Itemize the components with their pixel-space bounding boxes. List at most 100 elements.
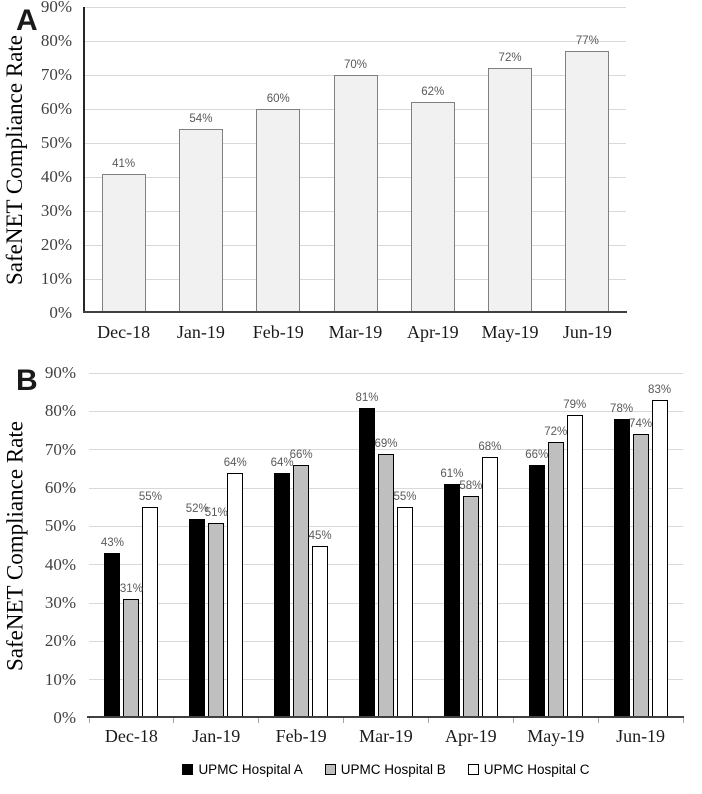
bar — [274, 472, 291, 718]
legend-label: UPMC Hospital B — [340, 761, 446, 777]
panel-b-plot-area: 43% 31% 55% 52% 51% 64% 64% 66% 45% 81% 69% 55% 61% 5… — [87, 372, 684, 723]
bar-value-label: 70% — [343, 59, 368, 71]
bar-value-label: 66% — [289, 449, 313, 461]
y-tick-label: 10% — [44, 669, 76, 689]
x-category-label: Dec-18 — [97, 322, 151, 342]
y-tick-label: 20% — [44, 631, 76, 651]
y-tick-label: 50% — [40, 133, 72, 152]
y-tick-label: 90% — [44, 363, 76, 382]
bar-value-label: 54% — [189, 113, 213, 126]
bar-value-label: 52% — [185, 502, 209, 515]
y-tick-label: 20% — [40, 235, 72, 254]
y-tick-label: 0% — [53, 708, 76, 727]
axis-tick — [343, 718, 345, 723]
y-tick-label: 10% — [40, 269, 72, 288]
bar — [208, 522, 225, 718]
bar-value-label: 41% — [112, 157, 136, 170]
bar-value-label: 31% — [119, 583, 143, 596]
bar-value-label: 66% — [525, 449, 549, 461]
bar-value-label: 81% — [355, 391, 379, 404]
axis-tick — [427, 718, 429, 723]
x-category-label: May-19 — [527, 726, 585, 746]
bar — [359, 407, 375, 718]
bar-value-label: 68% — [478, 441, 502, 454]
x-axis-line — [83, 311, 627, 313]
x-axis-line — [87, 716, 684, 718]
legend-item: UPMC Hospital B — [324, 761, 446, 777]
legend-swatch — [182, 763, 194, 775]
axis-tick — [512, 718, 514, 723]
x-category-label: Jan-19 — [192, 726, 241, 746]
x-category-label: Jun-19 — [616, 726, 666, 746]
y-tick-label: 70% — [40, 65, 72, 84]
x-category-label: May-19 — [481, 322, 539, 342]
bar-value-label: 51% — [204, 506, 228, 519]
axis-tick — [88, 718, 90, 723]
x-category-label: Dec-18 — [104, 726, 158, 746]
x-category-label: Feb-19 — [252, 322, 304, 342]
bar-value-label: 78% — [610, 403, 634, 415]
legend-label: UPMC Hospital A — [198, 761, 303, 777]
x-category-label: Mar-19 — [328, 322, 383, 342]
legend-swatch — [324, 763, 336, 775]
x-category-label: Apr-19 — [445, 726, 497, 746]
bar-value-label: 61% — [440, 468, 464, 481]
bar — [104, 553, 121, 718]
y-tick-label: 70% — [44, 439, 76, 459]
bar — [651, 399, 668, 718]
bar — [397, 507, 413, 718]
bar — [256, 109, 301, 313]
bar-value-label: 69% — [374, 437, 398, 450]
y-axis-line — [83, 7, 85, 313]
bar-value-label: 62% — [421, 86, 445, 99]
gridline — [85, 6, 626, 8]
bar-value-label: 60% — [266, 93, 290, 105]
y-tick-label: 50% — [44, 516, 76, 536]
x-category-label: Jun-19 — [562, 322, 612, 342]
y-tick-label: 60% — [40, 99, 72, 118]
y-tick-label: 30% — [40, 201, 72, 220]
bar — [632, 434, 649, 718]
gridline — [89, 372, 683, 374]
bar-value-label: 55% — [138, 491, 162, 504]
bar-value-label: 45% — [308, 529, 332, 542]
legend-item: UPMC Hospital C — [467, 761, 590, 777]
x-category-label: Jan-19 — [176, 322, 225, 342]
panel-b-y-tick-labels: 0% 10% 20% 30% 40% 50% 60% 70% 80% 90% — [0, 364, 89, 727]
axis-tick — [682, 718, 684, 723]
bar-value-label: 72% — [544, 426, 568, 438]
bar — [227, 472, 244, 718]
y-tick-label: 60% — [44, 478, 76, 497]
bar-value-label: 83% — [648, 383, 672, 396]
axis-tick — [258, 718, 260, 723]
x-category-label: Mar-19 — [359, 726, 413, 746]
bar-value-label: 79% — [563, 399, 587, 412]
bar — [142, 507, 159, 718]
bar — [613, 419, 630, 718]
bar-value-label: 64% — [270, 456, 294, 469]
bar — [410, 102, 455, 313]
legend-label: UPMC Hospital C — [483, 761, 590, 777]
panel-a-letter: A — [16, 4, 38, 37]
bar-value-label: 43% — [100, 537, 124, 550]
gridline — [89, 410, 683, 412]
bar — [123, 599, 140, 718]
panel-a-y-tick-labels: 0% 10% 20% 30% 40% 50% 60% 70% 80% 90% — [0, 0, 85, 322]
x-category-label: Feb-19 — [275, 726, 327, 746]
bar-value-label: 55% — [393, 491, 417, 504]
bar — [443, 484, 460, 718]
y-tick-label: 0% — [49, 303, 72, 322]
axis-tick — [173, 718, 175, 723]
y-tick-label: 80% — [44, 401, 76, 421]
y-tick-label: 90% — [40, 0, 72, 16]
legend-swatch — [467, 763, 479, 775]
panel-a-plot-area: 41% 54% 60% 70% 62% 72% 77% — [83, 6, 627, 313]
bar — [481, 457, 498, 718]
x-category-label: Apr-19 — [406, 322, 459, 342]
bar-value-label: 74% — [629, 418, 653, 431]
bar — [178, 129, 223, 313]
bar — [528, 465, 545, 718]
